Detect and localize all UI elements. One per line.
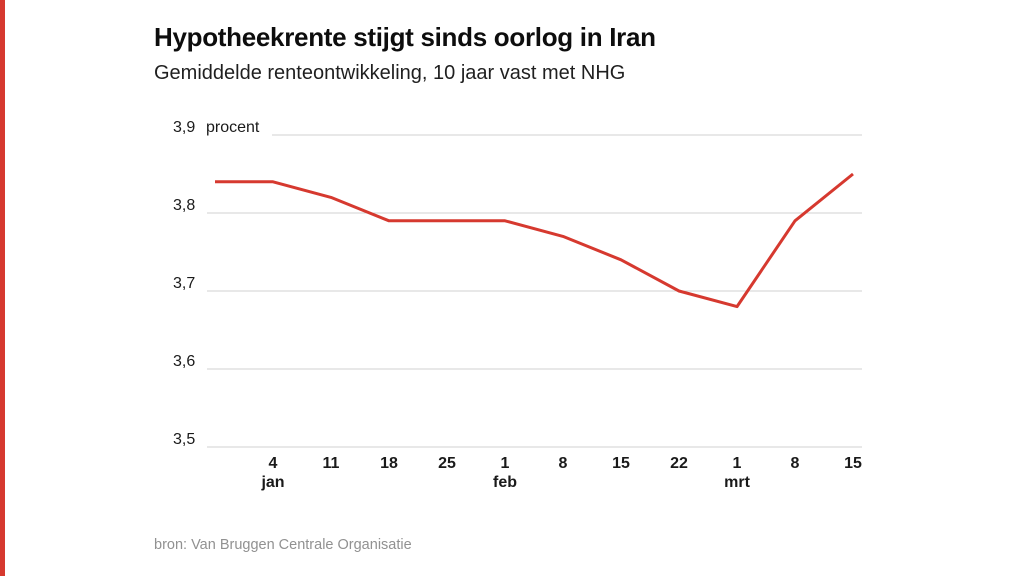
y-tick-label: 3,9 xyxy=(173,119,196,136)
x-month-label: jan xyxy=(261,474,285,491)
x-tick-label: 1 xyxy=(500,455,510,472)
x-tick-label: 25 xyxy=(438,455,456,472)
chart-title: Hypotheekrente stijgt sinds oorlog in Ir… xyxy=(154,22,656,52)
x-tick-label: 8 xyxy=(790,455,800,472)
y-tick-label: 3,6 xyxy=(173,353,196,370)
y-tick-label: 3,5 xyxy=(173,431,196,448)
chart-subtitle: Gemiddelde renteontwikkeling, 10 jaar va… xyxy=(154,62,626,84)
x-tick-label: 15 xyxy=(844,455,862,472)
y-axis-unit-label: procent xyxy=(206,119,260,136)
left-accent-bar xyxy=(0,0,5,576)
x-tick-label: 11 xyxy=(322,455,340,472)
x-tick-label: 18 xyxy=(380,455,398,472)
x-month-label: mrt xyxy=(724,474,750,491)
x-tick-label: 15 xyxy=(612,455,630,472)
x-tick-label: 4 xyxy=(268,455,278,472)
x-tick-label: 1 xyxy=(732,455,742,472)
rate-line xyxy=(215,172,854,309)
x-tick-label: 8 xyxy=(558,455,568,472)
x-tick-label: 22 xyxy=(670,455,688,472)
x-month-label: feb xyxy=(493,474,517,491)
source-note: bron: Van Bruggen Centrale Organisatie xyxy=(154,537,412,553)
y-tick-label: 3,7 xyxy=(173,275,196,292)
y-tick-label: 3,8 xyxy=(173,197,196,214)
